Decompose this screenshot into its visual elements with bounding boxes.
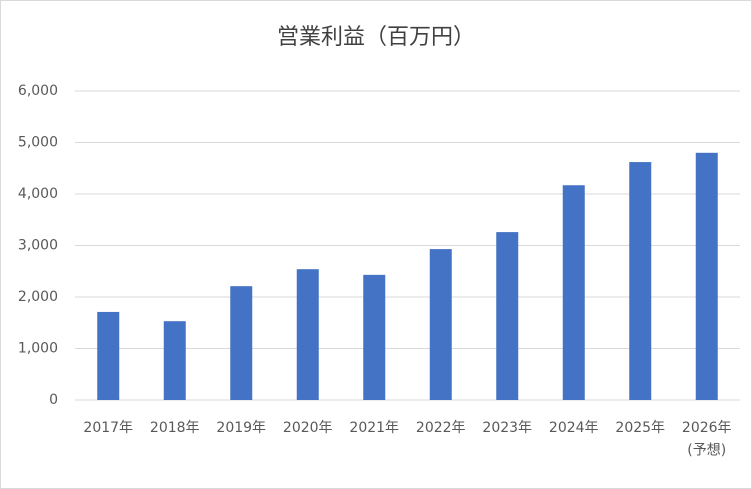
x-tick-label: 2018年 (150, 420, 200, 436)
x-tick-label: 2019年 (216, 420, 266, 436)
x-tick-label: 2017年 (83, 420, 133, 436)
y-tick-label: 6,000 (18, 83, 58, 99)
x-tick-label: 2022年 (416, 420, 466, 436)
bar (230, 286, 253, 400)
x-tick-label: 2021年 (349, 420, 399, 436)
x-tick-label: 2026年(予想) (682, 420, 732, 458)
x-tick-label: 2025年 (615, 420, 665, 436)
bar (496, 232, 519, 400)
bar (629, 162, 652, 400)
bar (695, 152, 718, 400)
y-tick-label: 0 (49, 392, 58, 408)
bar (429, 249, 452, 400)
y-tick-label: 3,000 (18, 238, 58, 254)
bar (163, 321, 186, 400)
y-tick-label: 2,000 (18, 289, 58, 305)
y-tick-label: 5,000 (18, 135, 58, 151)
x-tick-label: 2023年 (482, 420, 532, 436)
x-tick-label: 2020年 (283, 420, 333, 436)
bar (363, 274, 386, 400)
chart-title: 営業利益（百万円） (277, 25, 475, 50)
bar (97, 311, 120, 400)
bar (562, 185, 585, 400)
bar (296, 269, 319, 400)
x-tick-label: 2024年 (549, 420, 599, 436)
y-tick-label: 1,000 (18, 341, 58, 357)
y-tick-label: 4,000 (18, 186, 58, 202)
